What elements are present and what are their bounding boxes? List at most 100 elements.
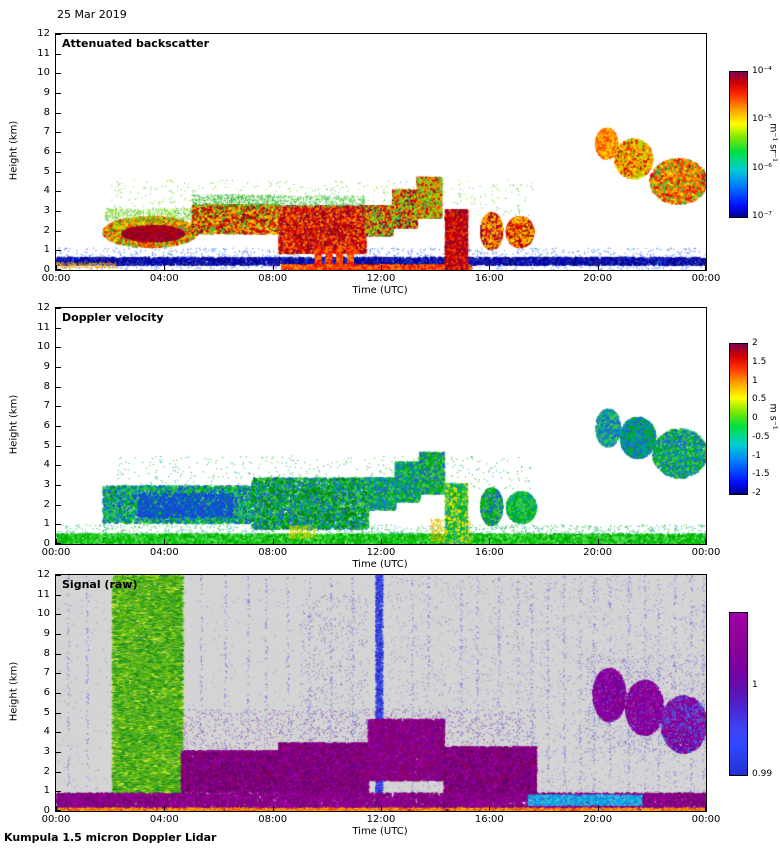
x-tick-label: 16:00 [474,814,504,825]
colorbar-tick-label: -0.5 [752,431,770,442]
x-tick-label: 00:00 [41,273,71,284]
x-tick-mark [705,265,706,270]
y-tick-mark [56,732,61,734]
x-tick-label: 00:00 [691,273,721,284]
y-tick-mark [56,445,61,447]
y-tick-mark [56,524,61,526]
x-tick-label: 00:00 [41,547,71,558]
x-tick-mark [164,265,166,270]
colorbar-tick-label: 10⁻⁷ [752,211,772,221]
y-tick-label: 3 [43,746,50,757]
y-tick-label: 4 [43,459,50,471]
y-tick-label: 3 [43,479,50,490]
x-tick-label: 08:00 [258,814,288,825]
y-tick-label: 6 [43,420,50,431]
y-tick-label: 1 [43,785,50,797]
y-tick-mark [56,575,61,576]
y-tick-mark [56,485,61,486]
y-tick-mark [56,269,61,270]
y-tick-mark [56,327,61,329]
y-tick-label: 10 [37,341,50,353]
x-tick-mark [705,806,706,811]
y-tick-mark [56,634,61,635]
y-axis-label: Height (km) [8,120,20,181]
y-tick-label: 12 [37,302,50,313]
instrument-footer-label: Kumpula 1.5 micron Doppler Lidar [4,831,217,844]
y-tick-label: 11 [37,588,50,600]
colorbar-tick-label: -2 [752,488,761,498]
signal-heatmap-canvas [56,575,706,811]
date-label: 25 Mar 2019 [57,8,127,21]
y-tick-mark [56,152,61,153]
colorbar-tick-label: 1.5 [752,356,767,367]
panel-signal-raw: Height (km) Signal (raw) 00:00 04:00 08:00… [0,569,780,849]
colorbar-tick-label: 0.5 [752,394,767,405]
y-tick-mark [56,712,61,714]
y-tick-label: 8 [43,380,50,392]
x-tick-mark [272,806,274,811]
y-tick-mark [56,230,61,232]
x-tick-label: 00:00 [691,814,721,825]
y-tick-mark [56,771,61,773]
y-tick-label: 11 [37,321,50,333]
y-tick-mark [56,367,61,368]
x-tick-mark [381,806,382,811]
y-axis-label: Height (km) [8,394,20,455]
x-tick-label: 16:00 [474,547,504,558]
y-tick-mark [56,465,61,467]
x-tick-label: 16:00 [474,273,504,284]
y-tick-label: 10 [37,608,50,620]
y-tick-mark [56,673,61,675]
colorbar-unit-label: m s⁻¹ [767,403,779,430]
plot-area-velocity: Doppler velocity 00:00 04:00 08:00 12:00 16:… [37,302,720,558]
panel-title-backscatter: Attenuated backscatter [62,37,210,50]
y-tick-mark [56,308,61,309]
y-tick-label: 12 [37,569,50,580]
colorbar-tick-label: -1.5 [752,469,770,480]
x-axis-label: Time (UTC) [352,826,408,837]
x-tick-mark [56,265,57,270]
y-tick-label: 0 [43,538,50,549]
y-tick-label: 2 [43,224,50,236]
x-tick-mark [597,806,599,811]
colorbar-tick-label: 10⁻⁶ [752,162,772,173]
y-tick-label: 9 [43,87,50,98]
y-tick-label: 0 [43,805,50,816]
y-tick-label: 5 [43,439,50,451]
colorbar-gradient-bar [729,71,748,218]
x-tick-mark [164,539,166,544]
x-tick-mark [56,806,57,811]
y-axis-label: Height (km) [8,661,20,722]
x-tick-mark [56,539,57,544]
x-tick-mark [489,806,491,811]
y-tick-label: 4 [43,185,50,197]
y-tick-label: 4 [43,726,50,738]
colorbar-tick-label: -1 [752,450,761,461]
y-tick-mark [56,810,61,811]
y-tick-mark [56,426,61,427]
y-tick-label: 9 [43,628,50,639]
y-tick-mark [56,504,61,506]
y-tick-mark [56,112,61,114]
velocity-heatmap-canvas [56,308,706,544]
x-tick-label: 04:00 [149,547,179,558]
panel-title-velocity: Doppler velocity [62,311,164,324]
colorbar-tick-label: 0 [752,413,758,423]
y-tick-label: 0 [43,264,50,275]
y-tick-label: 7 [43,126,50,138]
x-tick-mark [381,539,382,544]
y-tick-mark [56,132,61,134]
y-tick-label: 9 [43,361,50,372]
y-tick-mark [56,93,61,94]
x-tick-label: 04:00 [149,273,179,284]
x-tick-mark [489,265,491,270]
y-tick-label: 1 [43,244,50,256]
x-tick-label: 08:00 [258,273,288,284]
y-tick-mark [56,386,61,388]
x-tick-mark [381,265,382,270]
plot-area-backscatter: Attenuated backscatter 00:00 04:00 08:00 1 2… [37,28,720,284]
y-tick-mark [56,752,61,753]
x-tick-label: 12:00 [366,814,396,825]
x-tick-label: 20:00 [583,547,613,558]
